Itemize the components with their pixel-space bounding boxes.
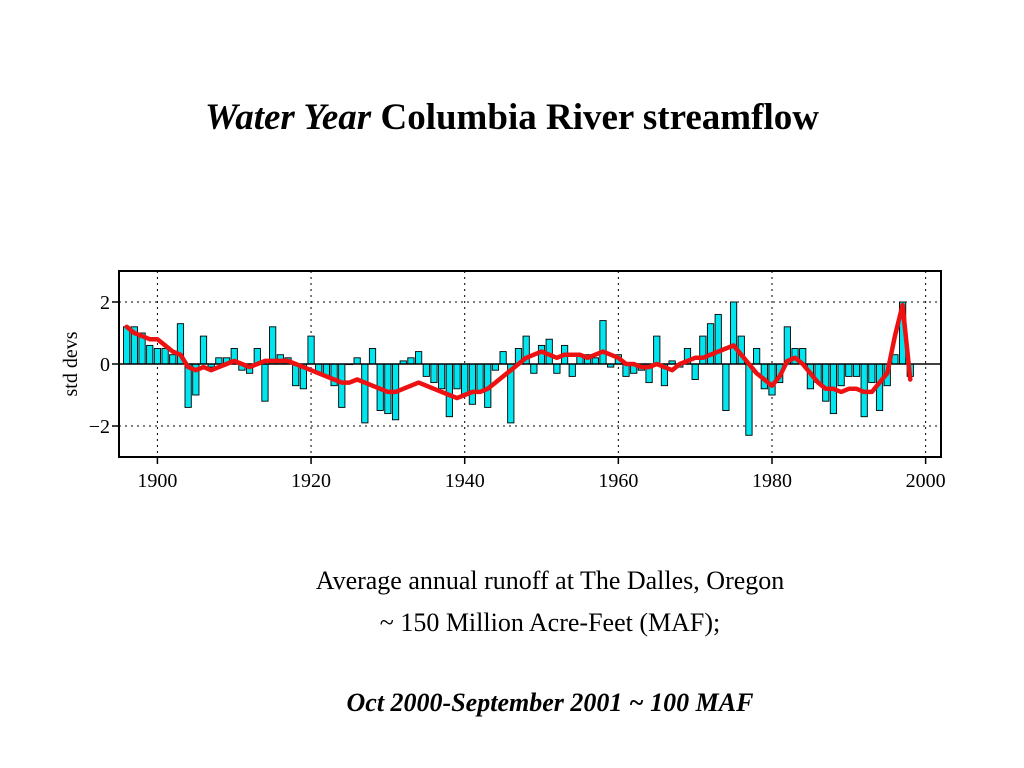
bar-1987 bbox=[822, 363, 830, 402]
slide-title-rest: Columbia River streamflow bbox=[380, 97, 819, 138]
bar-1926 bbox=[353, 357, 361, 365]
bar-1952 bbox=[553, 363, 561, 374]
bar-1927 bbox=[361, 363, 369, 424]
caption-average-runoff: Average annual runoff at The Dalles, Ore… bbox=[315, 566, 785, 595]
bar-1902 bbox=[169, 354, 177, 365]
slide-title-italic: Water Year bbox=[205, 97, 372, 138]
bar-1989 bbox=[837, 363, 845, 387]
bar-1954 bbox=[568, 363, 576, 377]
bar-1915 bbox=[269, 326, 277, 365]
x-tick-label-2000: 2000 bbox=[906, 470, 946, 492]
bar-1939 bbox=[453, 363, 461, 390]
bar-1965 bbox=[653, 335, 661, 365]
x-tick-label-1980: 1980 bbox=[752, 470, 792, 492]
bar-1908 bbox=[215, 357, 223, 365]
y-tick-label: −2 bbox=[89, 416, 110, 438]
bar-1936 bbox=[430, 363, 438, 384]
y-tick-label: 2 bbox=[100, 292, 110, 314]
y-axis-label: std devs bbox=[60, 331, 82, 396]
x-tick-label-1960: 1960 bbox=[598, 470, 638, 492]
bar-1958 bbox=[599, 320, 607, 365]
bar-1914 bbox=[261, 363, 269, 402]
bar-1974 bbox=[722, 363, 730, 411]
y-tick-label: 0 bbox=[100, 354, 110, 376]
x-tick-label-1920: 1920 bbox=[291, 470, 331, 492]
bar-1901 bbox=[161, 348, 169, 365]
bar-1944 bbox=[491, 363, 500, 371]
bar-1906 bbox=[199, 335, 208, 365]
bar-1935 bbox=[422, 363, 430, 377]
bar-1949 bbox=[530, 363, 538, 374]
caption-2001-water-year: Oct 2000-September 2001 ~ 100 MAF bbox=[346, 688, 754, 717]
bar-1977 bbox=[745, 363, 753, 436]
bar-1934 bbox=[415, 351, 423, 365]
bar-1957 bbox=[591, 357, 599, 365]
smoothed-line bbox=[124, 302, 913, 401]
bar-1938 bbox=[445, 363, 453, 418]
bar-1896 bbox=[123, 326, 131, 365]
bar-1990 bbox=[845, 363, 853, 377]
slide-title: Water Year Columbia River streamflow bbox=[0, 96, 1024, 139]
bar-1900 bbox=[153, 348, 162, 365]
bar-1991 bbox=[852, 363, 861, 377]
bar-1940 bbox=[461, 363, 469, 396]
caption-maf: ~ 150 Million Acre-Feet (MAF); bbox=[379, 608, 721, 637]
bar-1993 bbox=[868, 363, 876, 384]
bar-1970 bbox=[691, 363, 699, 380]
x-tick-label-1940: 1940 bbox=[445, 470, 485, 492]
bar-1899 bbox=[146, 344, 154, 365]
bar-1973 bbox=[714, 313, 722, 365]
bar-1904 bbox=[184, 363, 192, 408]
bar-1941 bbox=[468, 363, 476, 405]
bar-1928 bbox=[368, 348, 377, 365]
bar-1978 bbox=[753, 348, 761, 365]
x-tick-label-1900: 1900 bbox=[137, 470, 177, 492]
bar-1945 bbox=[499, 351, 507, 365]
bar-1933 bbox=[407, 357, 415, 365]
bar-1937 bbox=[438, 363, 446, 390]
bar-1975 bbox=[729, 301, 738, 365]
bar-1924 bbox=[338, 363, 346, 408]
bar-1942 bbox=[476, 363, 484, 393]
bar-1920 bbox=[307, 335, 315, 365]
